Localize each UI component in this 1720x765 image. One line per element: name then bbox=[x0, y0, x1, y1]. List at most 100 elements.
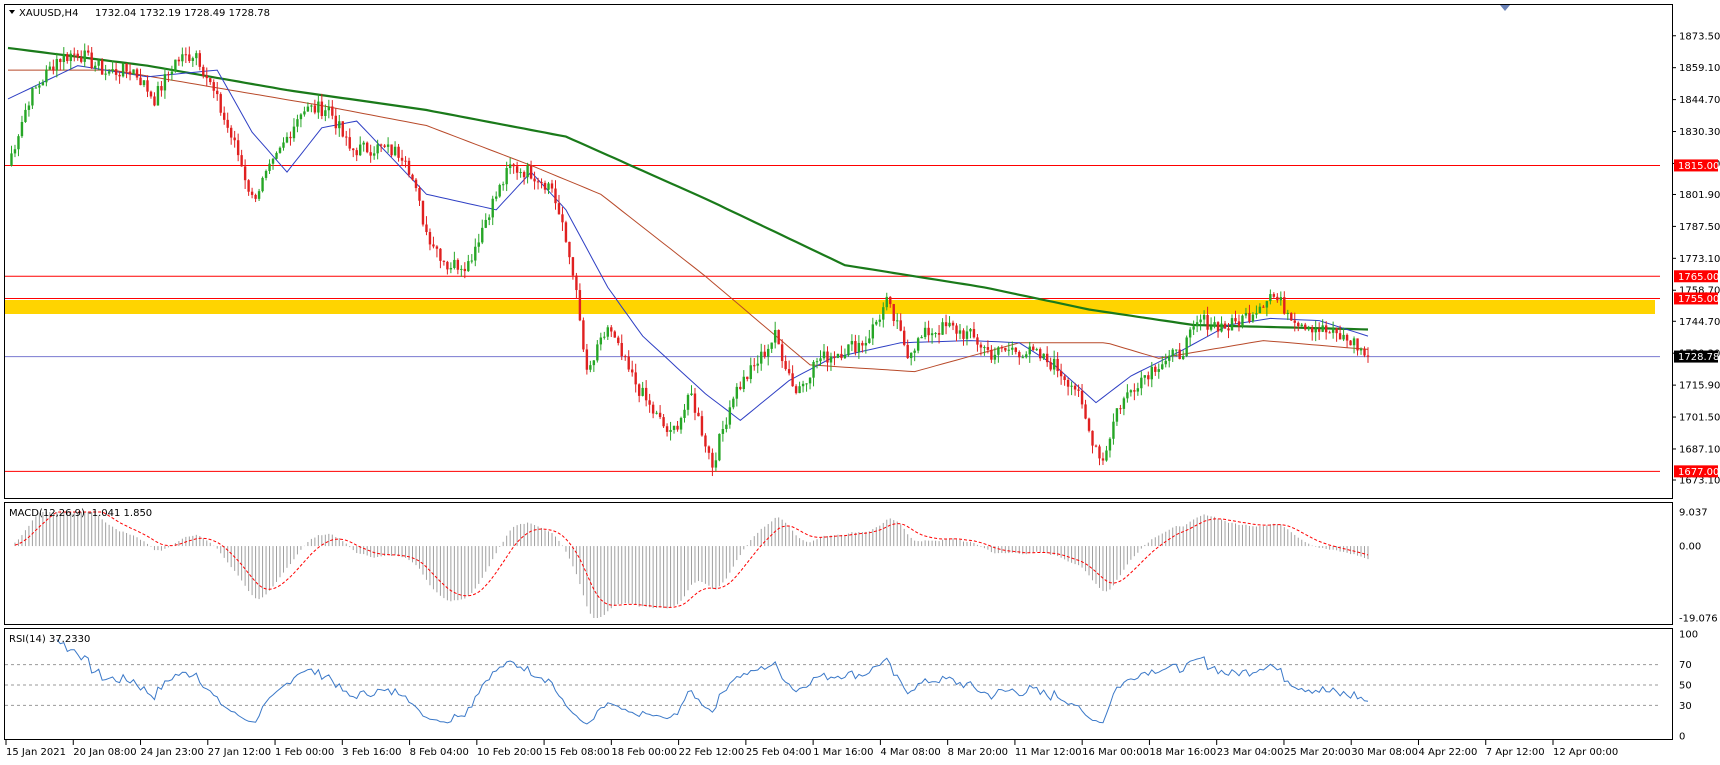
candle-body bbox=[794, 386, 798, 394]
candle-body bbox=[1220, 323, 1223, 332]
candle-body bbox=[177, 59, 181, 62]
price-tick-label: 1701.50 bbox=[1679, 413, 1720, 424]
candle-body bbox=[118, 74, 121, 77]
time-tick-label: 15 Jan 2021 bbox=[6, 747, 66, 758]
candle-body bbox=[181, 54, 184, 62]
candle-body bbox=[34, 87, 38, 89]
candle-body bbox=[142, 80, 146, 86]
candle-body bbox=[847, 344, 850, 356]
candle-body bbox=[491, 198, 494, 218]
candle-body bbox=[815, 361, 819, 363]
candle-body bbox=[481, 227, 484, 243]
candle-body bbox=[983, 347, 986, 349]
candle-body bbox=[80, 57, 83, 62]
time-tick-label: 1 Mar 16:00 bbox=[813, 747, 873, 758]
candle-body bbox=[798, 386, 801, 394]
candle-body bbox=[418, 188, 421, 201]
candle-body bbox=[1094, 445, 1098, 447]
candle-body bbox=[376, 144, 379, 154]
candle-body bbox=[338, 121, 341, 129]
candle-body bbox=[505, 167, 508, 185]
candle-body bbox=[676, 425, 679, 430]
candle-body bbox=[707, 446, 711, 453]
candle-body bbox=[135, 69, 139, 78]
candle-body bbox=[997, 347, 1000, 355]
candle-body bbox=[362, 142, 365, 145]
time-tick-label: 7 Apr 12:00 bbox=[1486, 747, 1545, 758]
candle-body bbox=[592, 360, 596, 366]
time-tick-label: 15 Feb 08:00 bbox=[544, 747, 610, 758]
candle-body bbox=[1248, 312, 1251, 322]
macd-tick-label: 9.037 bbox=[1679, 508, 1708, 519]
candle-body bbox=[1352, 338, 1356, 346]
time-tick-label: 23 Mar 04:00 bbox=[1217, 747, 1284, 758]
candle-body bbox=[264, 170, 268, 178]
candle-body bbox=[184, 54, 188, 56]
macd-title: MACD(12,26,9) -1.041 1.850 bbox=[9, 508, 152, 519]
candle-body bbox=[948, 322, 951, 327]
price-label-1677.00: 1677.00 bbox=[1674, 465, 1719, 478]
candle-body bbox=[41, 82, 45, 86]
candle-body bbox=[767, 348, 770, 357]
candle-body bbox=[407, 160, 411, 175]
candle-body bbox=[962, 330, 965, 339]
price-label-text: 1677.00 bbox=[1678, 467, 1719, 478]
candle-body bbox=[456, 259, 460, 270]
candle-body bbox=[257, 191, 261, 199]
candle-body bbox=[1007, 349, 1011, 351]
candle-body bbox=[885, 296, 888, 308]
price-label-1815.00: 1815.00 bbox=[1674, 159, 1719, 172]
candle-body bbox=[941, 322, 944, 335]
candle-body bbox=[763, 351, 766, 357]
candle-body bbox=[955, 325, 958, 334]
candle-body bbox=[1338, 333, 1342, 340]
candle-body bbox=[620, 342, 623, 357]
candle-body bbox=[833, 356, 836, 358]
candle-body bbox=[672, 425, 676, 430]
candle-body bbox=[1178, 349, 1181, 360]
price-tick-label: 1744.70 bbox=[1679, 317, 1720, 328]
price-tick-label: 1687.10 bbox=[1679, 444, 1720, 455]
one-click-trading-arrow-icon[interactable] bbox=[1500, 5, 1510, 11]
candle-body bbox=[697, 412, 700, 417]
candle-body bbox=[421, 200, 425, 225]
candle-body bbox=[250, 191, 254, 195]
candle-body bbox=[575, 275, 578, 291]
price-tick-label: 1773.10 bbox=[1679, 254, 1720, 265]
candle-body bbox=[1209, 326, 1213, 330]
candle-body bbox=[38, 85, 41, 88]
candle-body bbox=[1265, 301, 1269, 308]
candle-body bbox=[149, 91, 153, 97]
candle-body bbox=[543, 182, 547, 190]
candle-body bbox=[1108, 438, 1112, 451]
candle-body bbox=[732, 398, 735, 408]
candle-body bbox=[934, 332, 937, 334]
candle-body bbox=[864, 342, 868, 346]
candle-body bbox=[365, 142, 369, 153]
candle-body bbox=[1004, 347, 1007, 351]
price-tick-label: 1859.10 bbox=[1679, 63, 1720, 74]
rsi-line bbox=[56, 639, 1369, 725]
candle-body bbox=[683, 409, 686, 418]
candle-body bbox=[721, 429, 725, 434]
candle-body bbox=[1101, 458, 1105, 461]
price-tick-label: 1844.70 bbox=[1679, 95, 1720, 106]
macd-series bbox=[14, 511, 1369, 618]
candle-body bbox=[216, 90, 219, 95]
macd-tick-label: 0.00 bbox=[1679, 542, 1701, 553]
candle-body bbox=[508, 164, 512, 168]
candle-body bbox=[641, 387, 644, 396]
candle-body bbox=[819, 358, 822, 362]
candle-body bbox=[474, 246, 477, 261]
candle-body bbox=[372, 153, 376, 156]
candle-body bbox=[275, 152, 278, 159]
candle-body bbox=[348, 137, 351, 149]
symbol-menu-arrow-icon[interactable] bbox=[9, 10, 15, 14]
candle-body bbox=[1324, 325, 1328, 333]
rsi-tick-label: 70 bbox=[1679, 660, 1692, 671]
time-tick-label: 3 Feb 16:00 bbox=[342, 747, 401, 758]
candle-body bbox=[1021, 357, 1024, 359]
price-label-box bbox=[1674, 270, 1718, 283]
